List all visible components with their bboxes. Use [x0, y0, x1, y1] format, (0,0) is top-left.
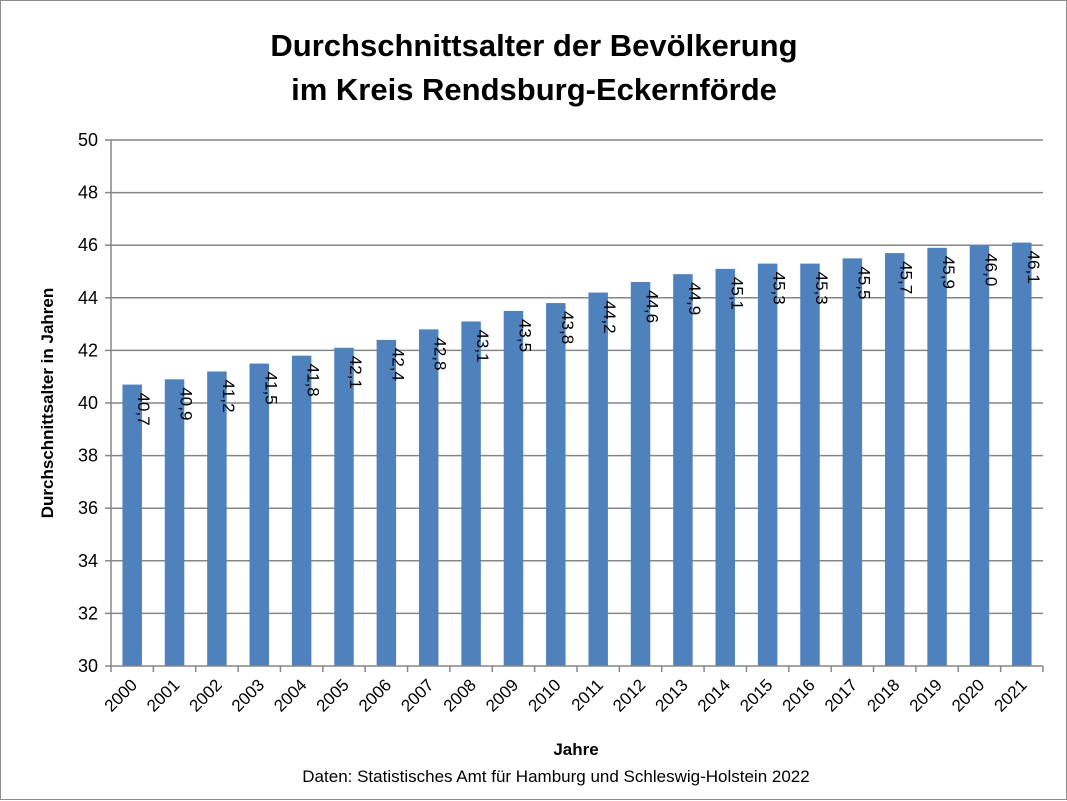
bar-2017	[842, 258, 863, 666]
bar-2015	[757, 263, 778, 666]
bar-2007	[418, 329, 439, 666]
data-label: 42,1	[346, 356, 365, 389]
bar-2016	[800, 263, 820, 666]
axes	[110, 140, 1044, 672]
data-label: 44,2	[600, 301, 619, 334]
bar-2006	[376, 339, 397, 666]
x-tick-label: 2017	[821, 675, 861, 715]
bar-2004	[291, 355, 312, 666]
x-axis-ticks: 2000 2001 2002 2003 2004 2005 2006 2007 2008 2009…	[101, 675, 1031, 715]
bar-2003	[249, 363, 270, 666]
y-axis-title: Durchschnittsalter in Jahren	[38, 288, 57, 519]
chart-title-line-1: Durchschnittsalter der Bevölkerung	[270, 28, 797, 63]
x-tick-label: 2006	[355, 675, 395, 715]
x-tick-label: 2009	[482, 675, 522, 715]
data-label: 40,7	[134, 393, 153, 426]
x-tick-label: 2001	[143, 675, 183, 715]
x-tick-label: 2015	[736, 675, 776, 715]
y-tick-label: 42	[78, 340, 98, 360]
x-tick-label: 2016	[779, 675, 819, 715]
x-tick-label: 2008	[440, 675, 480, 715]
bar-2011	[588, 292, 608, 666]
y-tick-label: 50	[78, 130, 98, 150]
data-label: 45,1	[727, 277, 746, 310]
bar-2001	[164, 379, 185, 666]
y-tick-label: 46	[78, 235, 98, 255]
x-tick-label: 2000	[101, 675, 141, 715]
x-tick-label: 2018	[863, 675, 903, 715]
bar-2010	[546, 303, 566, 666]
data-label: 45,7	[897, 261, 916, 294]
data-label: 45,9	[939, 256, 958, 289]
bar-2012	[630, 282, 651, 666]
x-tick-label: 2011	[568, 675, 607, 714]
y-axis-ticks: 30 32 34 36 38 40 42 44 46 48 50	[78, 130, 111, 676]
data-label: 43,8	[558, 311, 577, 344]
x-tick-label: 2019	[906, 675, 946, 715]
x-tick-label: 2002	[186, 675, 226, 715]
source-note: Daten: Statistisches Amt für Hamburg und…	[302, 767, 809, 786]
data-label: 45,3	[770, 272, 789, 305]
x-tick-label: 2004	[270, 675, 310, 715]
bar-2009	[503, 310, 524, 666]
bar-2014	[715, 268, 736, 666]
data-label: 43,1	[473, 329, 492, 362]
y-tick-label: 48	[78, 183, 98, 203]
bar-2005	[334, 347, 354, 666]
x-tick-label: 2012	[609, 675, 649, 715]
y-tick-label: 40	[78, 393, 98, 413]
bar-2002	[207, 371, 227, 666]
x-tick-label: 2013	[652, 675, 692, 715]
y-tick-label: 38	[78, 446, 98, 466]
data-label: 42,8	[431, 337, 450, 370]
data-label: 40,9	[177, 387, 196, 420]
data-label: 41,2	[219, 379, 238, 412]
y-tick-label: 32	[78, 603, 98, 623]
bar-2020	[969, 245, 990, 666]
x-tick-label: 2007	[397, 675, 437, 715]
bar-2018	[884, 253, 905, 666]
data-label: 45,3	[812, 272, 831, 305]
data-label: 41,8	[304, 364, 323, 397]
data-label: 44,9	[685, 282, 704, 315]
bar-2000	[122, 384, 142, 666]
data-label: 44,6	[643, 290, 662, 323]
data-label: 46,1	[1024, 251, 1043, 284]
y-tick-label: 44	[78, 288, 98, 308]
y-tick-label: 30	[78, 656, 98, 676]
bar-2008	[461, 321, 481, 666]
chart-title-line-2: im Kreis Rendsburg-Eckernförde	[291, 72, 777, 107]
x-tick-label: 2003	[228, 675, 268, 715]
data-label: 46,0	[981, 253, 1000, 286]
y-tick-label: 34	[78, 551, 98, 571]
x-tick-label: 2014	[694, 675, 734, 715]
y-tick-label: 36	[78, 498, 98, 518]
x-tick-label: 2020	[948, 675, 988, 715]
data-label: 45,5	[854, 266, 873, 299]
bar-2013	[673, 274, 693, 666]
data-labels: 40,7 40,9 41,2 41,5 41,8 42,1 42,4 42,8 43,1 43,5…	[134, 251, 1043, 426]
bar-2021	[1012, 242, 1032, 666]
x-tick-label: 2005	[313, 675, 353, 715]
data-label: 41,5	[261, 372, 280, 405]
bars	[122, 242, 1032, 666]
data-label: 42,4	[388, 348, 407, 381]
x-axis-title: Jahre	[553, 740, 598, 759]
data-label: 43,5	[515, 319, 534, 352]
x-tick-label: 2010	[524, 675, 564, 715]
x-tick-label: 2021	[990, 675, 1030, 715]
bar-2019	[927, 247, 947, 666]
